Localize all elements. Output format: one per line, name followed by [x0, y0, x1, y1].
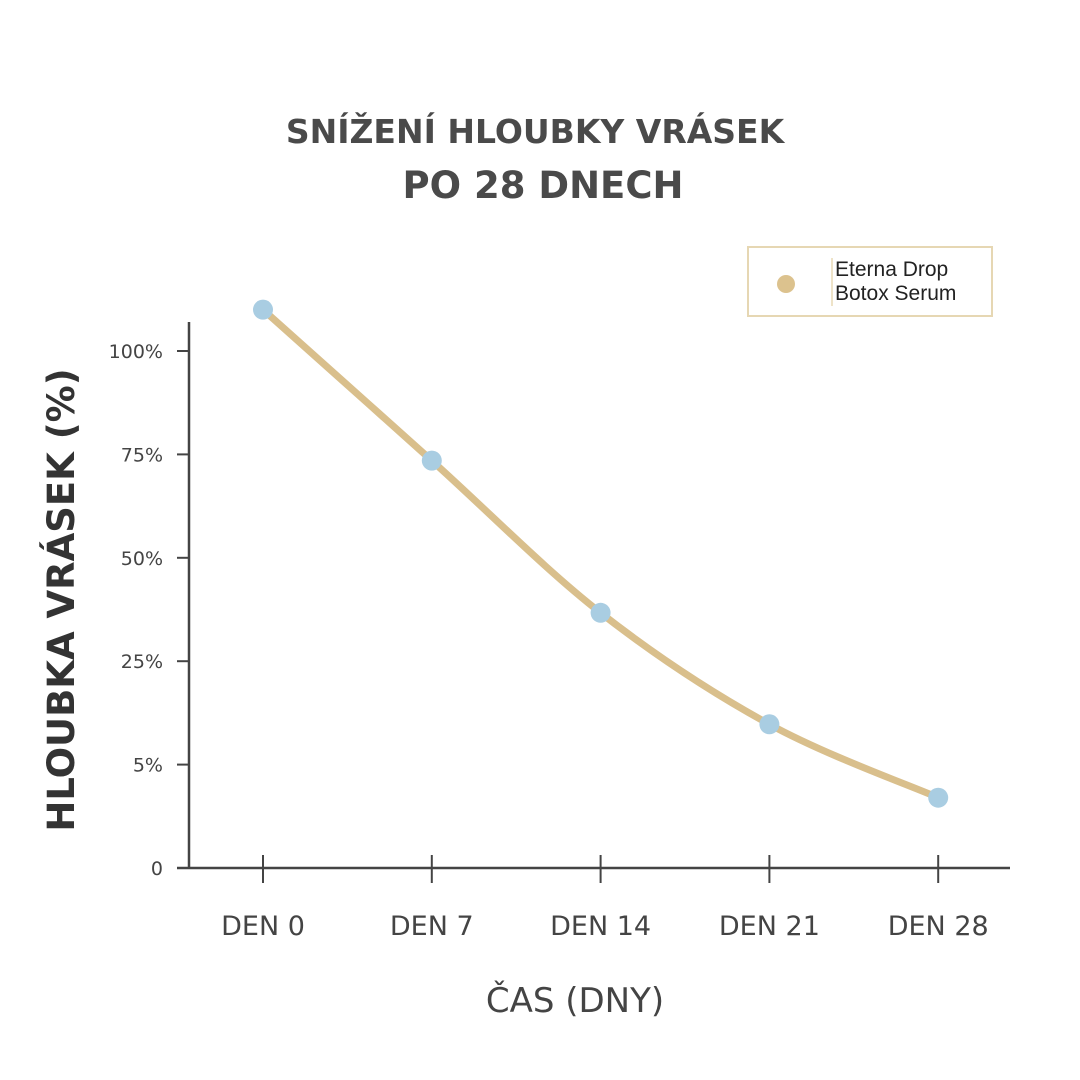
legend-line-2: Botox Serum	[835, 282, 957, 305]
data-point	[759, 714, 780, 735]
legend-marker	[777, 275, 795, 293]
x-tick-label: DEN 7	[390, 911, 474, 942]
legend-line-1: Eterna Drop	[835, 258, 949, 281]
data-point	[928, 787, 949, 808]
y-tick-label: 100%	[109, 341, 163, 363]
x-tick-label: DEN 28	[888, 911, 989, 942]
y-tick-label: 75%	[121, 444, 163, 466]
y-tick-label: 50%	[121, 548, 163, 570]
legend: Eterna Drop Botox Serum	[747, 246, 993, 317]
x-axis-label: ČAS (DNY)	[486, 980, 664, 1021]
data-point	[421, 450, 442, 471]
legend-label: Eterna Drop Botox Serum	[831, 258, 956, 306]
data-point	[590, 602, 611, 623]
x-tick-label: DEN 0	[221, 911, 305, 942]
data-point	[253, 299, 273, 320]
chart-title: SNÍŽENÍ HLOUBKY VRÁSEK	[285, 112, 785, 151]
y-tick-label: 25%	[121, 651, 163, 673]
x-tick-label: DEN 21	[719, 911, 820, 942]
y-axis-label: HLOUBKA VRÁSEK (%)	[39, 368, 83, 831]
y-tick-label: 5%	[133, 755, 163, 777]
chart-subtitle: PO 28 DNECH	[402, 164, 684, 207]
series-line	[259, 306, 942, 802]
y-tick-label: 0	[151, 858, 163, 880]
x-tick-label: DEN 14	[550, 911, 651, 942]
